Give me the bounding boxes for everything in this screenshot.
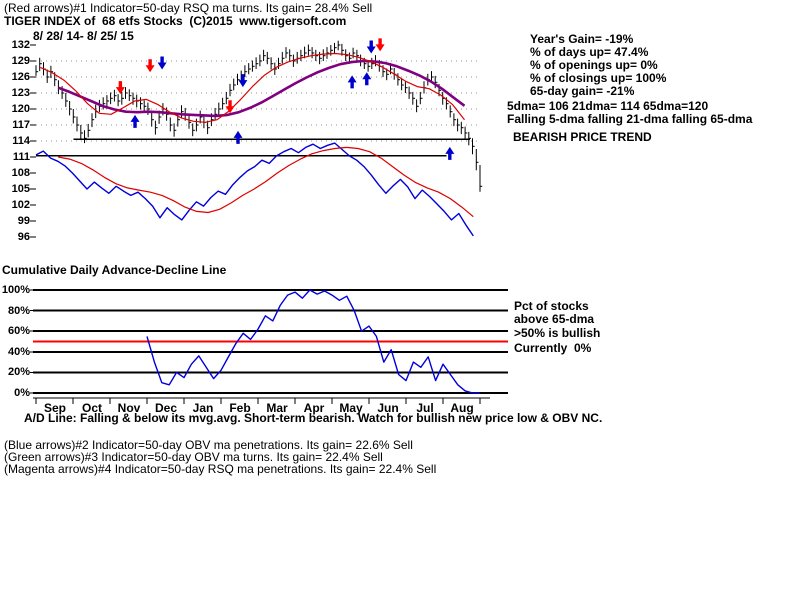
indicator-1-legend: (Red arrows)#1 Indicator=50-day RSQ ma t… (4, 1, 373, 15)
month-label: Feb (229, 401, 251, 415)
pct-label-1: Pct of stocks (514, 299, 589, 313)
pct-axis-label: 100% (1, 284, 30, 296)
pct-label-2: above 65-dma (514, 312, 595, 326)
red-down-arrow (375, 38, 385, 52)
ma-65day-line (57, 59, 466, 118)
ad-moving-average-line (58, 146, 474, 218)
blue-down-arrow (238, 74, 248, 88)
red-down-arrow (225, 100, 235, 114)
month-label: Apr (303, 401, 325, 415)
month-label: Dec (154, 401, 177, 415)
price-axis-label: 126 (11, 71, 30, 83)
blue-up-arrow (362, 72, 372, 86)
blue-up-arrow (445, 146, 455, 160)
price-axis-label: 132 (11, 39, 30, 51)
month-label: May (339, 401, 363, 415)
price-axis-label: 129 (11, 55, 30, 67)
gain-65day-stat: 65-day gain= -21% (530, 84, 635, 98)
pct-axis-label: 60% (7, 325, 30, 338)
month-label: Jul (416, 401, 434, 415)
price-axis-label: 105 (11, 183, 30, 195)
ad-line-title: Cumulative Daily Advance-Decline Line (2, 263, 227, 277)
price-axis-label: 123 (11, 87, 30, 99)
price-axis-label: 96 (17, 231, 30, 243)
price-axis-label: 120 (11, 103, 30, 115)
dma-trend: Falling 5-dma falling 21-dma falling 65-… (507, 112, 753, 126)
price-axis-label: 102 (11, 199, 30, 211)
ma-21day-line (40, 52, 465, 123)
month-label: Aug (450, 401, 474, 415)
ad-line-comment: A/D Line: Falling & below its mvg.avg. S… (24, 411, 603, 425)
price-axis-label: 117 (12, 119, 30, 131)
days-up-stat: % of days up= 47.4% (530, 45, 649, 59)
indicator-3-legend: (Green arrows)#3 Indicator=50-day OBV ma… (4, 450, 383, 464)
chart-title: TIGER INDEX of 68 etfs Stocks (C)2015 ww… (4, 14, 347, 28)
price-axis-label: 99 (17, 215, 30, 227)
price-axis-label: 114 (12, 135, 30, 147)
indicator-4-legend: (Magenta arrows)#4 Indicator=50-day RSQ … (4, 462, 437, 476)
month-label: Jan (192, 401, 214, 415)
openings-up-stat: % of openings up= 0% (530, 58, 658, 72)
month-label: Mar (266, 401, 288, 415)
month-label: Oct (81, 401, 102, 415)
blue-down-arrow (366, 40, 376, 54)
advance-decline-line (35, 142, 474, 237)
month-label: Sep (43, 401, 66, 415)
pct-label-4: Currently 0% (514, 341, 592, 355)
pct-above-65dma-line (146, 289, 480, 394)
price-axis-label: 108 (11, 167, 30, 179)
red-down-arrow (145, 59, 155, 73)
pct-label-3: >50% is bullish (514, 326, 601, 340)
indicator-2-legend: (Blue arrows)#2 Indicator=50-day OBV ma … (4, 438, 413, 452)
pct-axis-label: 80% (7, 304, 30, 317)
price-trend-label: BEARISH PRICE TREND (513, 130, 652, 144)
month-label: Nov (117, 401, 141, 415)
blue-down-arrow (157, 56, 167, 70)
pct-axis-label: 0% (14, 387, 30, 399)
pct-axis-label: 20% (7, 366, 30, 379)
price-axis-label: 111 (12, 151, 30, 163)
month-label: Jun (377, 401, 399, 415)
closings-up-stat: % of closings up= 100% (530, 71, 667, 85)
years-gain-stat: Year's Gain= -19% (530, 32, 634, 46)
blue-up-arrow (130, 114, 140, 128)
red-down-arrow (115, 81, 125, 95)
dma-values: 5dma= 106 21dma= 114 65dma=120 (507, 99, 709, 113)
blue-up-arrow (347, 75, 357, 89)
pct-axis-label: 40% (7, 345, 30, 358)
blue-up-arrow (233, 130, 243, 144)
date-range: 8/ 28/ 14- 8/ 25/ 15 (33, 29, 134, 43)
